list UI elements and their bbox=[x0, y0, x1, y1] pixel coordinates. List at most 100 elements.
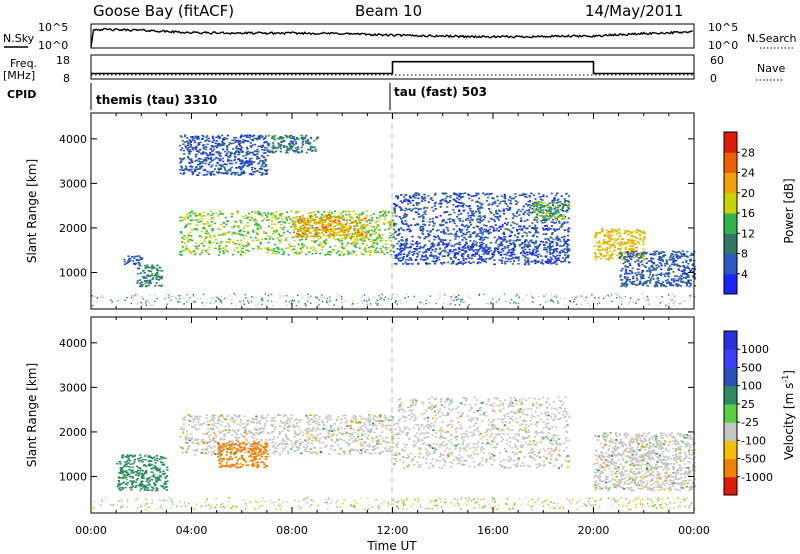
power-cell bbox=[237, 233, 241, 235]
power-cell bbox=[622, 238, 625, 240]
power-cell bbox=[663, 251, 666, 253]
power-cell bbox=[640, 253, 643, 256]
power-cell bbox=[410, 259, 413, 261]
power-cell bbox=[319, 252, 322, 255]
power-cell bbox=[673, 251, 676, 253]
power-cell bbox=[614, 229, 617, 231]
power-cell bbox=[312, 218, 315, 220]
power-cell bbox=[370, 304, 372, 306]
power-cell bbox=[241, 159, 244, 162]
power-cell bbox=[447, 244, 450, 246]
power-cell bbox=[655, 281, 658, 283]
power-cell bbox=[549, 248, 552, 251]
power-cell bbox=[420, 246, 424, 249]
power-cell bbox=[434, 248, 438, 250]
power-cell bbox=[352, 210, 355, 212]
power-cell bbox=[595, 258, 598, 261]
power-cell bbox=[635, 277, 639, 280]
power-cell bbox=[319, 216, 322, 218]
power-cell bbox=[648, 304, 650, 306]
power-cell bbox=[395, 255, 398, 257]
power-cell bbox=[559, 297, 561, 300]
power-cell bbox=[249, 159, 252, 162]
power-cell bbox=[348, 252, 351, 255]
power-cell bbox=[238, 230, 241, 232]
power-cell bbox=[638, 273, 641, 275]
power-cell bbox=[456, 216, 459, 218]
power-cell bbox=[222, 141, 225, 144]
power-cell bbox=[340, 234, 343, 236]
power-cell bbox=[631, 253, 634, 256]
power-cell bbox=[559, 208, 562, 211]
power-cell bbox=[221, 140, 224, 143]
power-cell bbox=[661, 250, 664, 253]
power-cell bbox=[553, 205, 556, 208]
power-cell bbox=[642, 254, 645, 256]
power-cell bbox=[229, 153, 232, 155]
velocity-cell bbox=[150, 460, 153, 462]
power-cell bbox=[217, 254, 221, 256]
power-cell bbox=[325, 239, 328, 241]
power-cell bbox=[192, 295, 195, 297]
power-cell bbox=[227, 159, 230, 162]
power-cell bbox=[665, 285, 668, 288]
velocity-cell bbox=[156, 469, 159, 472]
power-cell bbox=[462, 196, 465, 198]
power-cell bbox=[289, 148, 292, 150]
power-cell bbox=[216, 162, 219, 164]
power-cell bbox=[135, 262, 138, 265]
power-cell bbox=[654, 269, 657, 271]
power-cell bbox=[547, 227, 550, 229]
power-cell bbox=[230, 212, 233, 215]
power-cell bbox=[266, 149, 269, 151]
power-cell bbox=[293, 224, 296, 227]
power-cell bbox=[215, 296, 217, 298]
power-cell bbox=[181, 169, 184, 171]
power-cell bbox=[397, 234, 400, 236]
power-cell bbox=[396, 248, 399, 250]
power-cell bbox=[413, 250, 416, 253]
power-cell bbox=[205, 136, 208, 139]
power-cell bbox=[683, 254, 686, 257]
power-cell bbox=[395, 223, 398, 225]
power-cell bbox=[268, 219, 271, 221]
power-cell bbox=[497, 243, 500, 246]
power-cell bbox=[528, 214, 531, 216]
power-cell bbox=[565, 240, 568, 243]
power-cell bbox=[693, 276, 697, 279]
power-cell bbox=[187, 217, 190, 219]
power-cell bbox=[354, 228, 357, 230]
power-cell bbox=[494, 248, 497, 251]
power-cell bbox=[567, 230, 570, 233]
power-cell bbox=[317, 235, 320, 237]
power-cell bbox=[508, 249, 511, 251]
power-cell bbox=[312, 230, 315, 232]
power-cell bbox=[564, 218, 567, 220]
power-cell bbox=[233, 232, 236, 235]
power-cell bbox=[411, 243, 414, 246]
power-cell bbox=[283, 231, 286, 234]
power-cell bbox=[485, 244, 488, 246]
power-cell bbox=[190, 234, 193, 237]
power-cell bbox=[670, 282, 673, 284]
power-cell bbox=[337, 250, 340, 252]
power-cell bbox=[248, 302, 250, 304]
power-cell bbox=[374, 232, 377, 234]
power-cell bbox=[448, 249, 451, 252]
power-cell bbox=[521, 208, 524, 211]
power-cell bbox=[558, 215, 561, 217]
power-cell bbox=[343, 233, 346, 235]
power-cell bbox=[667, 275, 670, 278]
power-cell bbox=[263, 212, 266, 214]
power-cell bbox=[540, 255, 543, 257]
power-cell bbox=[481, 203, 484, 205]
power-cell bbox=[520, 219, 523, 222]
power-cell bbox=[264, 152, 267, 154]
power-cell bbox=[183, 172, 186, 174]
power-cell bbox=[652, 273, 655, 276]
power-cell bbox=[564, 254, 567, 256]
power-cell bbox=[362, 236, 365, 238]
power-cell bbox=[462, 253, 465, 255]
power-cell bbox=[439, 203, 443, 205]
power-cell bbox=[509, 243, 512, 246]
